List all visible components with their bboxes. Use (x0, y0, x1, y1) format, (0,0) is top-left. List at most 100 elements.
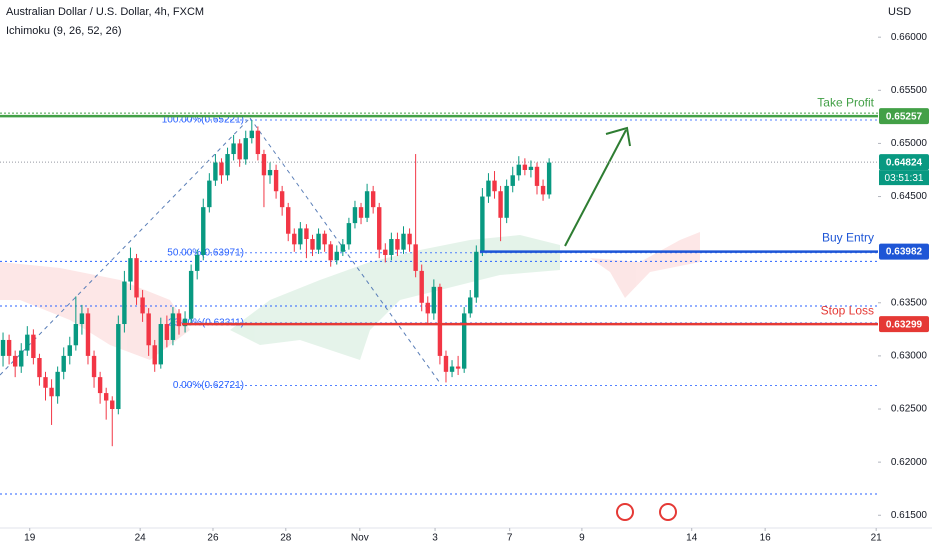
countdown-label: 03:51:31 (885, 173, 924, 184)
trade-line-name: Take Profit (817, 95, 874, 109)
y-tick-label: 0.65500 (891, 85, 928, 96)
candle-body (419, 270, 424, 303)
candle-body (395, 239, 400, 250)
x-tick-label: 24 (135, 533, 147, 544)
countdown-tag (879, 170, 929, 186)
candle-body (170, 313, 176, 340)
candle-body (140, 297, 145, 314)
candle-body (195, 254, 200, 271)
x-tick-label: 16 (760, 533, 772, 544)
candle-body (116, 324, 121, 410)
price-tag (879, 243, 929, 260)
candle-body (31, 334, 36, 359)
axis-unit: USD (888, 6, 911, 18)
candle-body (279, 191, 285, 208)
price-tag-label: 0.63982 (886, 247, 923, 258)
candle-body (492, 180, 497, 192)
fib-label: 50.00%(0.63971) (167, 247, 244, 258)
candle-body (249, 130, 255, 139)
x-tick-label: 28 (280, 533, 292, 544)
plot: 100.00%(0.65221)50.00%(0.63971)23.60%(0.… (0, 112, 878, 495)
candle-body (534, 166, 540, 186)
candle-body (97, 377, 103, 394)
x-tick-label: 7 (507, 533, 513, 544)
candle-body (504, 185, 509, 218)
candle-body (243, 138, 248, 160)
candle-body (358, 207, 364, 218)
candle-body (461, 313, 467, 369)
candle-body (225, 154, 230, 176)
candle-body (213, 162, 218, 181)
candle-body (449, 366, 455, 372)
candle-body (310, 239, 315, 250)
y-tick-label: 0.63500 (891, 297, 928, 308)
fib-label: 100.00%(0.65221) (162, 115, 244, 126)
chart-title: Australian Dollar / U.S. Dollar, 4h, FXC… (6, 6, 204, 18)
candle-body (292, 233, 297, 245)
candle-body (522, 164, 528, 170)
candle-body (486, 180, 491, 197)
candle-body (0, 339, 6, 356)
candle-body (370, 191, 376, 208)
candle-body (455, 366, 461, 369)
candle-body (231, 143, 236, 155)
candle-body (103, 393, 109, 401)
candle-body (389, 239, 394, 255)
candle-body (182, 318, 188, 327)
candle-body (43, 377, 48, 388)
price-tag-label: 0.64824 (886, 157, 923, 168)
candle-body (255, 130, 261, 155)
x-tick-label: 26 (207, 533, 219, 544)
candle-body (304, 228, 309, 240)
candle-body (6, 339, 12, 356)
candle-body (176, 313, 182, 327)
candle-body (431, 286, 437, 314)
candle-body (425, 302, 430, 314)
candle-body (340, 244, 346, 252)
candle-body (146, 313, 151, 346)
candle-body (346, 223, 352, 245)
x-tick-label: 19 (24, 533, 36, 544)
candle-body (407, 233, 412, 245)
price-tag-label: 0.65257 (886, 111, 923, 122)
x-tick-label: 14 (686, 533, 698, 544)
candle-body (61, 355, 66, 372)
candle-body (85, 313, 91, 356)
candle-body (12, 355, 18, 367)
candle-body (152, 345, 157, 365)
x-tick-label: Nov (351, 533, 369, 544)
candle-body (134, 258, 139, 298)
candle-body (207, 180, 212, 208)
candle-body (201, 207, 206, 255)
candle-body (91, 355, 97, 378)
candle-body (164, 324, 170, 340)
candle-body (383, 249, 388, 255)
price-tag (879, 154, 929, 171)
candle-body (334, 251, 339, 261)
candle-body (110, 400, 115, 410)
x-tick-label: 3 (432, 533, 438, 544)
candle-body (480, 196, 485, 252)
candle-body (25, 334, 30, 351)
x-tick-label: 21 (871, 533, 883, 544)
candle-body (273, 169, 279, 192)
candle-body (298, 228, 303, 245)
candle-body (437, 286, 443, 356)
candle-body (401, 233, 406, 250)
candle-body (443, 355, 449, 372)
candle-body (546, 162, 552, 195)
candle-body (352, 207, 358, 224)
y-tick-label: 0.65000 (891, 138, 928, 149)
candle-body (510, 175, 515, 186)
candle-body (364, 191, 370, 218)
x-tick-label: 9 (579, 533, 585, 544)
candle-body (267, 169, 273, 176)
fib-trend (0, 117, 251, 376)
candle-body (468, 297, 473, 314)
candle-body (328, 244, 333, 261)
candle-body (377, 207, 382, 250)
candle-body (49, 387, 54, 397)
candle-body (286, 207, 291, 234)
candle-body (413, 244, 418, 271)
